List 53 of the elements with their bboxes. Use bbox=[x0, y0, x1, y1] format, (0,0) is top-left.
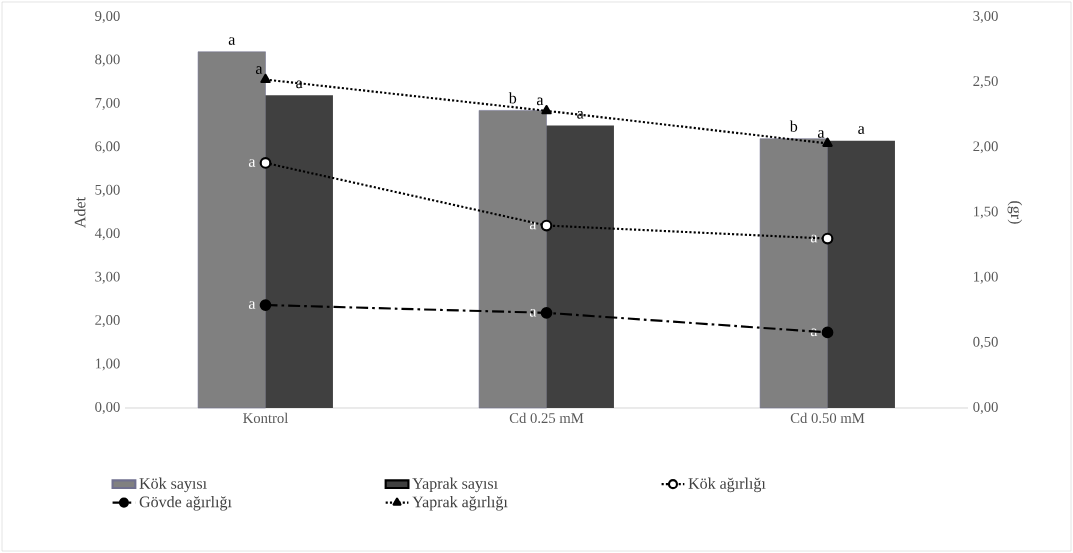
bar bbox=[265, 95, 333, 408]
y-tick-label: 7,00 bbox=[95, 97, 120, 110]
annotation: a bbox=[255, 66, 263, 74]
point bbox=[821, 232, 834, 245]
annotation: a bbox=[228, 37, 236, 45]
point bbox=[541, 104, 552, 115]
legend-label: Yaprak sayısı bbox=[412, 477, 498, 493]
annotation: a bbox=[536, 97, 544, 106]
annotation: a bbox=[858, 126, 865, 134]
y-tick-label: 0,00 bbox=[95, 402, 120, 415]
bar bbox=[478, 110, 547, 409]
bar bbox=[827, 140, 895, 408]
y-axis-title: Adet bbox=[74, 197, 86, 228]
point bbox=[259, 157, 272, 169]
y2-tick-label: 0,00 bbox=[973, 402, 998, 415]
bar bbox=[197, 51, 266, 409]
y-tick-label: 6,00 bbox=[95, 141, 120, 154]
bar bbox=[546, 125, 614, 408]
bar bbox=[759, 138, 828, 409]
y2-tick-label: 2,50 bbox=[973, 76, 998, 89]
y2-tick-label: 2,00 bbox=[973, 141, 998, 154]
y2-axis-title: (gr) bbox=[1007, 201, 1023, 224]
annotation: a bbox=[296, 80, 303, 89]
y-tick-label: 2,00 bbox=[95, 315, 120, 328]
annotation: a bbox=[817, 130, 825, 138]
y2-tick-label: 1,00 bbox=[974, 271, 998, 284]
annotation: b bbox=[789, 120, 798, 132]
point bbox=[260, 73, 271, 84]
point bbox=[540, 306, 553, 319]
x-tick-label: Cd 0.25 mM bbox=[509, 412, 584, 424]
legend-label: Kök ağırlığı bbox=[688, 477, 766, 493]
y2-tick-label: 0,50 bbox=[973, 336, 998, 349]
annotation: a bbox=[577, 111, 584, 119]
point bbox=[822, 137, 833, 147]
y2-tick-label: 1,50 bbox=[974, 206, 998, 219]
y-tick-label: 3,00 bbox=[95, 271, 120, 284]
y-tick-label: 4,00 bbox=[94, 228, 120, 241]
y2-tick-label: 3,00 bbox=[973, 11, 998, 23]
y-tick-label: 5,00 bbox=[95, 184, 120, 197]
point bbox=[821, 326, 834, 339]
legend-label: Yaprak ağırlığı bbox=[412, 496, 508, 511]
point bbox=[540, 219, 553, 232]
annotation: a bbox=[248, 301, 256, 309]
legend-label: Gövde ağırlığı bbox=[139, 496, 232, 511]
point bbox=[259, 299, 272, 311]
y-tick-label: 9,00 bbox=[95, 11, 120, 24]
annotation: a bbox=[248, 159, 256, 167]
legend-label: Kök sayısı bbox=[139, 477, 207, 493]
x-tick-label: Cd 0.50 mM bbox=[790, 412, 865, 424]
y-tick-label: 1,00 bbox=[95, 358, 120, 371]
y-tick-label: 8,00 bbox=[95, 54, 120, 67]
x-tick-label: Kontrol bbox=[243, 412, 289, 424]
annotation: b bbox=[508, 92, 517, 104]
